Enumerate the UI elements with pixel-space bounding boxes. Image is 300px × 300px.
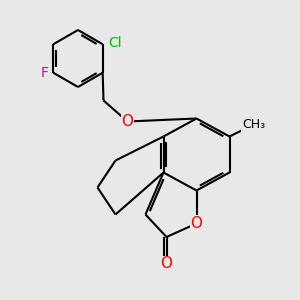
Text: Cl: Cl [109,36,122,50]
Text: O: O [122,114,134,129]
Text: O: O [160,256,172,272]
Text: O: O [190,216,202,231]
Text: CH₃: CH₃ [242,118,265,131]
Text: F: F [41,66,49,80]
